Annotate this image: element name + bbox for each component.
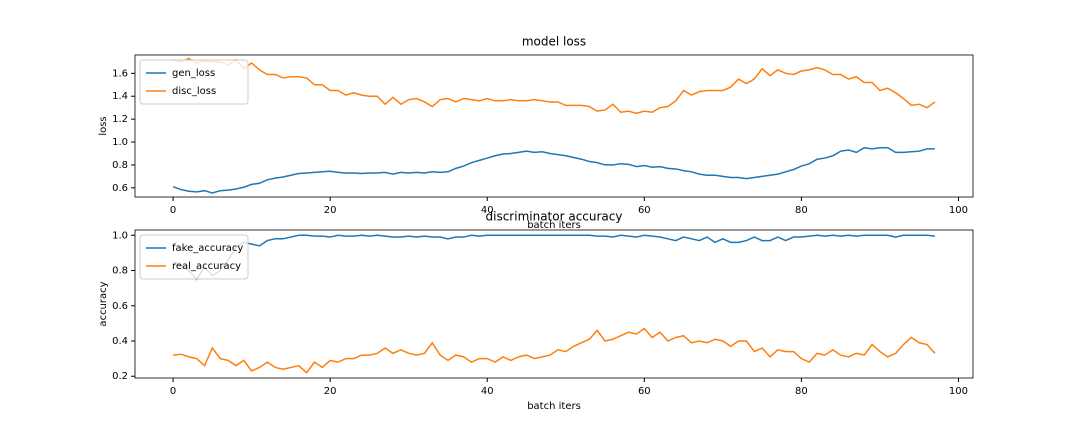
legend-label: gen_loss bbox=[172, 68, 215, 79]
y-tick-label: 1.4 bbox=[112, 91, 128, 102]
series-line bbox=[172, 234, 935, 281]
x-tick-label: 60 bbox=[638, 205, 651, 216]
y-tick-label: 1.6 bbox=[112, 68, 128, 79]
legend-box bbox=[139, 59, 249, 105]
x-tick-label: 40 bbox=[481, 205, 494, 216]
y-tick-label: 0.6 bbox=[112, 183, 128, 194]
x-tick-label: 60 bbox=[638, 386, 651, 397]
x-tick-label: 0 bbox=[170, 205, 176, 216]
series-line bbox=[172, 57, 936, 115]
x-tick-label: 80 bbox=[795, 205, 808, 216]
legend-label: fake_accuracy bbox=[172, 243, 243, 254]
x-tick-label: 100 bbox=[949, 205, 968, 216]
y-tick-label: 0.8 bbox=[112, 160, 128, 171]
series-line bbox=[173, 327, 936, 374]
chart-title: model loss bbox=[522, 35, 586, 49]
x-tick-label: 80 bbox=[795, 386, 808, 397]
x-tick-label: 20 bbox=[324, 205, 337, 216]
legend-label: real_accuracy bbox=[172, 261, 241, 272]
x-tick-label: 40 bbox=[481, 386, 494, 397]
y-tick-label: 0.2 bbox=[112, 371, 128, 382]
y-tick-label: 0.8 bbox=[112, 266, 128, 277]
axes-frame bbox=[134, 54, 974, 198]
x-tick-label: 100 bbox=[949, 386, 968, 397]
chart-title: discriminator accuracy bbox=[486, 210, 623, 224]
y-tick-label: 0.6 bbox=[112, 301, 128, 312]
legend-label: disc_loss bbox=[172, 86, 216, 97]
y-tick-label: 1.2 bbox=[112, 114, 128, 125]
x-axis-label: batch iters bbox=[527, 401, 581, 412]
x-axis-label: batch iters bbox=[527, 220, 581, 231]
x-tick-label: 20 bbox=[324, 386, 337, 397]
y-axis-label: loss bbox=[98, 116, 109, 135]
y-tick-label: 1.0 bbox=[112, 230, 128, 241]
y-axis-label: accuracy bbox=[98, 281, 109, 326]
y-tick-label: 0.4 bbox=[112, 336, 128, 347]
series-line bbox=[172, 146, 935, 194]
x-tick-label: 0 bbox=[170, 386, 176, 397]
legend-box bbox=[139, 234, 249, 280]
axes-frame bbox=[134, 229, 974, 379]
y-tick-label: 1.0 bbox=[112, 137, 128, 148]
